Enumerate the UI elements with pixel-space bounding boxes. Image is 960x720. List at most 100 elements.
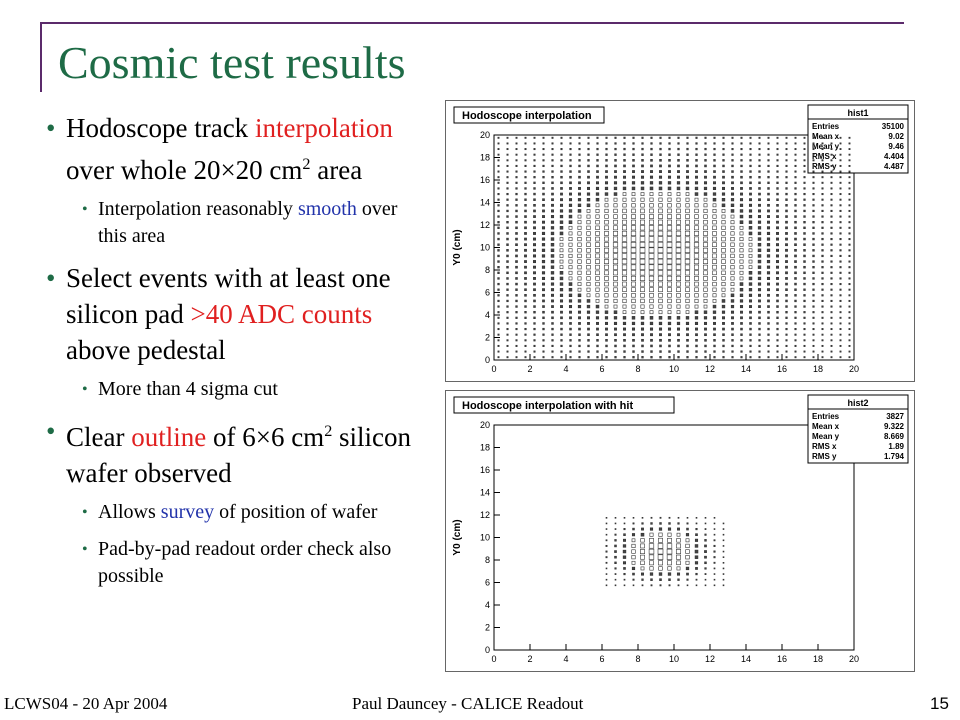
histogram-cell bbox=[515, 187, 518, 190]
histogram-cell bbox=[658, 572, 663, 576]
histogram-cell bbox=[712, 281, 717, 287]
histogram-cell bbox=[605, 539, 608, 542]
histogram-cell bbox=[693, 264, 700, 270]
histogram-cell bbox=[704, 550, 707, 553]
histogram-cell bbox=[524, 192, 527, 196]
histogram-cell bbox=[785, 209, 788, 213]
y-tick-label: 4 bbox=[485, 310, 490, 320]
histogram-cell bbox=[830, 148, 833, 151]
histogram-cell bbox=[659, 159, 662, 162]
histogram-cell bbox=[631, 543, 636, 548]
histogram-cell bbox=[839, 350, 842, 353]
histogram-cell bbox=[676, 181, 681, 185]
histogram-cell bbox=[631, 208, 636, 214]
histogram-cell bbox=[506, 187, 509, 190]
histogram-cell bbox=[569, 175, 572, 179]
histogram-cell bbox=[730, 192, 735, 196]
histogram-cell bbox=[542, 192, 545, 196]
histogram-cell bbox=[568, 259, 573, 264]
histogram-cell bbox=[704, 533, 707, 536]
histogram-cell bbox=[740, 322, 743, 325]
histogram-cell bbox=[648, 548, 655, 555]
histogram-cell bbox=[515, 254, 518, 258]
y-tick-label: 18 bbox=[480, 443, 490, 453]
histogram-cell bbox=[622, 298, 627, 303]
histogram-cell bbox=[839, 238, 842, 241]
histogram-cell bbox=[550, 276, 555, 281]
histogram-cell bbox=[830, 260, 833, 263]
histogram-cell bbox=[640, 304, 645, 309]
histogram-cell bbox=[612, 247, 619, 253]
histogram-cell bbox=[497, 294, 500, 297]
histogram-cell bbox=[632, 147, 635, 151]
histogram-cell bbox=[533, 271, 536, 275]
histogram-cell bbox=[748, 271, 753, 275]
histogram-cell bbox=[648, 225, 655, 231]
histogram-cell bbox=[704, 175, 707, 179]
histogram-cell bbox=[803, 260, 806, 263]
histogram-cell bbox=[739, 270, 744, 275]
histogram-cell bbox=[595, 316, 600, 320]
histogram-cell bbox=[612, 264, 619, 270]
histogram-cell bbox=[640, 203, 645, 208]
y-tick-label: 0 bbox=[485, 355, 490, 365]
histogram-cell bbox=[757, 237, 762, 241]
histogram-cell bbox=[722, 153, 725, 156]
histogram-cell bbox=[560, 175, 563, 179]
histogram-cell bbox=[758, 181, 761, 185]
histogram-cell bbox=[613, 181, 618, 185]
histogram-cell bbox=[740, 164, 743, 168]
histogram-cell bbox=[506, 249, 509, 252]
histogram-cell bbox=[587, 339, 590, 342]
histogram-cell bbox=[639, 247, 646, 254]
histogram-cell bbox=[794, 220, 797, 224]
histogram-cell bbox=[803, 136, 806, 139]
histogram-cell bbox=[605, 522, 608, 525]
histogram-cell bbox=[586, 259, 591, 264]
histogram-cell bbox=[524, 198, 527, 201]
histogram-cell bbox=[640, 549, 645, 555]
histogram-cell bbox=[568, 225, 573, 230]
histogram-cell bbox=[721, 310, 726, 314]
histogram-cell bbox=[550, 282, 555, 286]
histogram-cell bbox=[659, 153, 662, 156]
histogram-cell bbox=[776, 271, 779, 275]
histogram-cell bbox=[497, 311, 500, 314]
histogram-cell bbox=[821, 193, 824, 196]
histogram-cell bbox=[666, 225, 673, 231]
histogram-cell bbox=[533, 164, 536, 167]
histogram-cell bbox=[542, 170, 545, 173]
x-tick-label: 2 bbox=[527, 654, 532, 664]
histogram-cell bbox=[659, 356, 662, 359]
histogram-cell bbox=[604, 276, 609, 281]
histogram-cell bbox=[641, 147, 644, 151]
histogram-cell bbox=[758, 203, 761, 207]
histogram-cell bbox=[595, 310, 600, 314]
histogram-cell bbox=[739, 287, 744, 292]
histogram-cell bbox=[641, 572, 644, 576]
histogram-cell bbox=[703, 310, 708, 314]
histogram-cell bbox=[533, 231, 536, 235]
histogram-cell bbox=[794, 328, 797, 331]
histogram-cell bbox=[640, 560, 645, 565]
histogram-cell bbox=[578, 170, 581, 173]
footer-conference: LCWS04 - 20 Apr 2004 bbox=[4, 694, 168, 713]
histogram-cell bbox=[649, 566, 654, 571]
histogram-cell bbox=[586, 304, 591, 309]
histogram-cell bbox=[659, 164, 662, 168]
histogram-cell bbox=[497, 266, 500, 269]
histogram-cell bbox=[731, 333, 734, 336]
histogram-cell bbox=[812, 288, 815, 291]
histogram-cell bbox=[785, 344, 788, 347]
histogram-cell bbox=[731, 344, 734, 348]
histogram-cell bbox=[757, 265, 762, 269]
histogram-cell bbox=[623, 356, 626, 359]
histogram-cell bbox=[559, 271, 564, 275]
histogram-cell bbox=[658, 532, 663, 537]
histogram-cell bbox=[632, 350, 635, 353]
histogram-cell bbox=[839, 170, 842, 173]
histogram-cell bbox=[622, 310, 627, 314]
histogram-cell bbox=[648, 241, 655, 248]
stats-key: Entries bbox=[812, 122, 840, 131]
histogram-cell bbox=[758, 159, 761, 162]
